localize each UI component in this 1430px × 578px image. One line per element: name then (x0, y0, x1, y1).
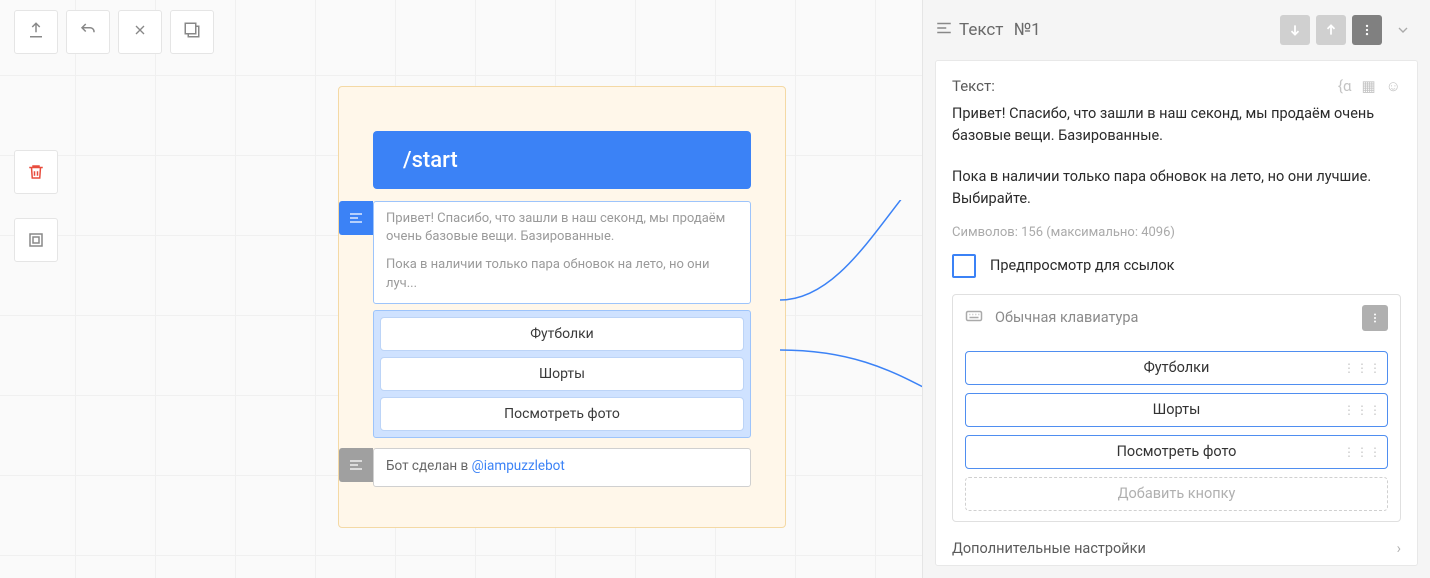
panel-header: Текст №1 (923, 0, 1430, 60)
preview-checkbox[interactable] (952, 254, 976, 278)
grip-icon[interactable]: ⋮⋮⋮ (1343, 361, 1382, 375)
move-down-button[interactable] (1280, 15, 1310, 45)
trash-button[interactable] (14, 150, 58, 194)
emoji-icon[interactable]: ☺ (1386, 77, 1401, 95)
panel-title-text: Текст (959, 20, 1003, 40)
close-icon (132, 22, 148, 43)
keyboard-button[interactable]: Футболки ⋮⋮⋮ (965, 351, 1388, 385)
message-p2: Пока в наличии только пара обновок на ле… (386, 256, 738, 292)
keyboard-button-label: Шорты (1153, 401, 1201, 418)
keyboard-header: Обычная клавиатура (953, 295, 1400, 341)
message-text: Привет! Спасибо, что зашли в наш секонд,… (373, 201, 751, 304)
preview-label: Предпросмотр для ссылок (990, 257, 1175, 274)
side-actions (14, 150, 58, 262)
advanced-settings[interactable]: Дополнительные настройки › (952, 540, 1401, 557)
keyboard-section: Обычная клавиатура Футболки ⋮⋮⋮ Шорты ⋮⋮… (952, 294, 1401, 522)
undo-icon (79, 21, 97, 44)
image-icon[interactable]: ▦ (1361, 77, 1375, 95)
collapse-button[interactable] (1388, 15, 1418, 45)
side-panel: Текст №1 Текст: {α ▦ ☺ Привет! Спасибо, … (922, 0, 1430, 578)
chevron-right-icon: › (1397, 540, 1401, 557)
upload-icon (27, 21, 45, 44)
panel-title-num: №1 (1014, 20, 1041, 40)
upload-button[interactable] (14, 10, 58, 54)
grip-icon[interactable]: ⋮⋮⋮ (1343, 403, 1382, 417)
panel-body: Текст: {α ▦ ☺ Привет! Спасибо, что зашли… (935, 60, 1418, 566)
keyboard-button[interactable]: Посмотреть фото ⋮⋮⋮ (965, 435, 1388, 469)
footer-block[interactable]: Бот сделан в @iampuzzlebot (373, 448, 751, 487)
message-p1: Привет! Спасибо, что зашли в наш секонд,… (386, 210, 738, 246)
option-button[interactable]: Шорты (380, 357, 744, 391)
add-icon (183, 21, 201, 44)
variable-icon[interactable]: {α (1338, 77, 1352, 95)
footer-link[interactable]: @iampuzzlebot (472, 458, 565, 474)
text-p2: Пока в наличии только пара обновок на ле… (952, 166, 1401, 211)
bot-card[interactable]: /start Привет! Спасибо, что зашли в наш … (338, 86, 786, 528)
button-stack: Футболки Шорты Посмотреть фото (373, 310, 751, 438)
text-label: Текст: (952, 77, 995, 95)
text-tools: {α ▦ ☺ (1338, 77, 1401, 95)
text-align-icon (935, 19, 959, 42)
option-button[interactable]: Посмотреть фото (380, 397, 744, 431)
text-align-icon (339, 201, 373, 235)
add-button-row[interactable]: Добавить кнопку (965, 477, 1388, 511)
text-content[interactable]: Привет! Спасибо, что зашли в наш секонд,… (952, 103, 1401, 211)
undo-button[interactable] (66, 10, 110, 54)
text-label-row: Текст: {α ▦ ☺ (952, 77, 1401, 95)
option-button[interactable]: Футболки (380, 317, 744, 351)
keyboard-title: Обычная клавиатура (995, 309, 1350, 326)
group-button[interactable] (14, 218, 58, 262)
keyboard-body: Футболки ⋮⋮⋮ Шорты ⋮⋮⋮ Посмотреть фото ⋮… (953, 341, 1400, 521)
footer-prefix: Бот сделан в (386, 458, 472, 474)
keyboard-button-label: Футболки (1144, 359, 1210, 376)
close-button[interactable] (118, 10, 162, 54)
grip-icon[interactable]: ⋮⋮⋮ (1343, 445, 1382, 459)
message-block[interactable]: Привет! Спасибо, что зашли в наш секонд,… (373, 201, 751, 438)
add-button[interactable] (170, 10, 214, 54)
preview-row: Предпросмотр для ссылок (952, 254, 1401, 278)
keyboard-menu-button[interactable] (1362, 305, 1388, 331)
footer-text: Бот сделан в @iampuzzlebot (373, 448, 751, 487)
text-align-icon (339, 448, 373, 482)
start-command[interactable]: /start (373, 131, 751, 189)
keyboard-button[interactable]: Шорты ⋮⋮⋮ (965, 393, 1388, 427)
keyboard-icon (965, 307, 983, 329)
panel-title: Текст №1 (959, 20, 1274, 40)
advanced-label: Дополнительные настройки (952, 540, 1146, 557)
char-count: Символов: 156 (максимально: 4096) (952, 225, 1401, 240)
move-up-button[interactable] (1316, 15, 1346, 45)
keyboard-button-label: Посмотреть фото (1117, 443, 1237, 460)
panel-menu-button[interactable] (1352, 15, 1382, 45)
top-toolbar (14, 10, 214, 54)
text-p1: Привет! Спасибо, что зашли в наш секонд,… (952, 103, 1401, 148)
